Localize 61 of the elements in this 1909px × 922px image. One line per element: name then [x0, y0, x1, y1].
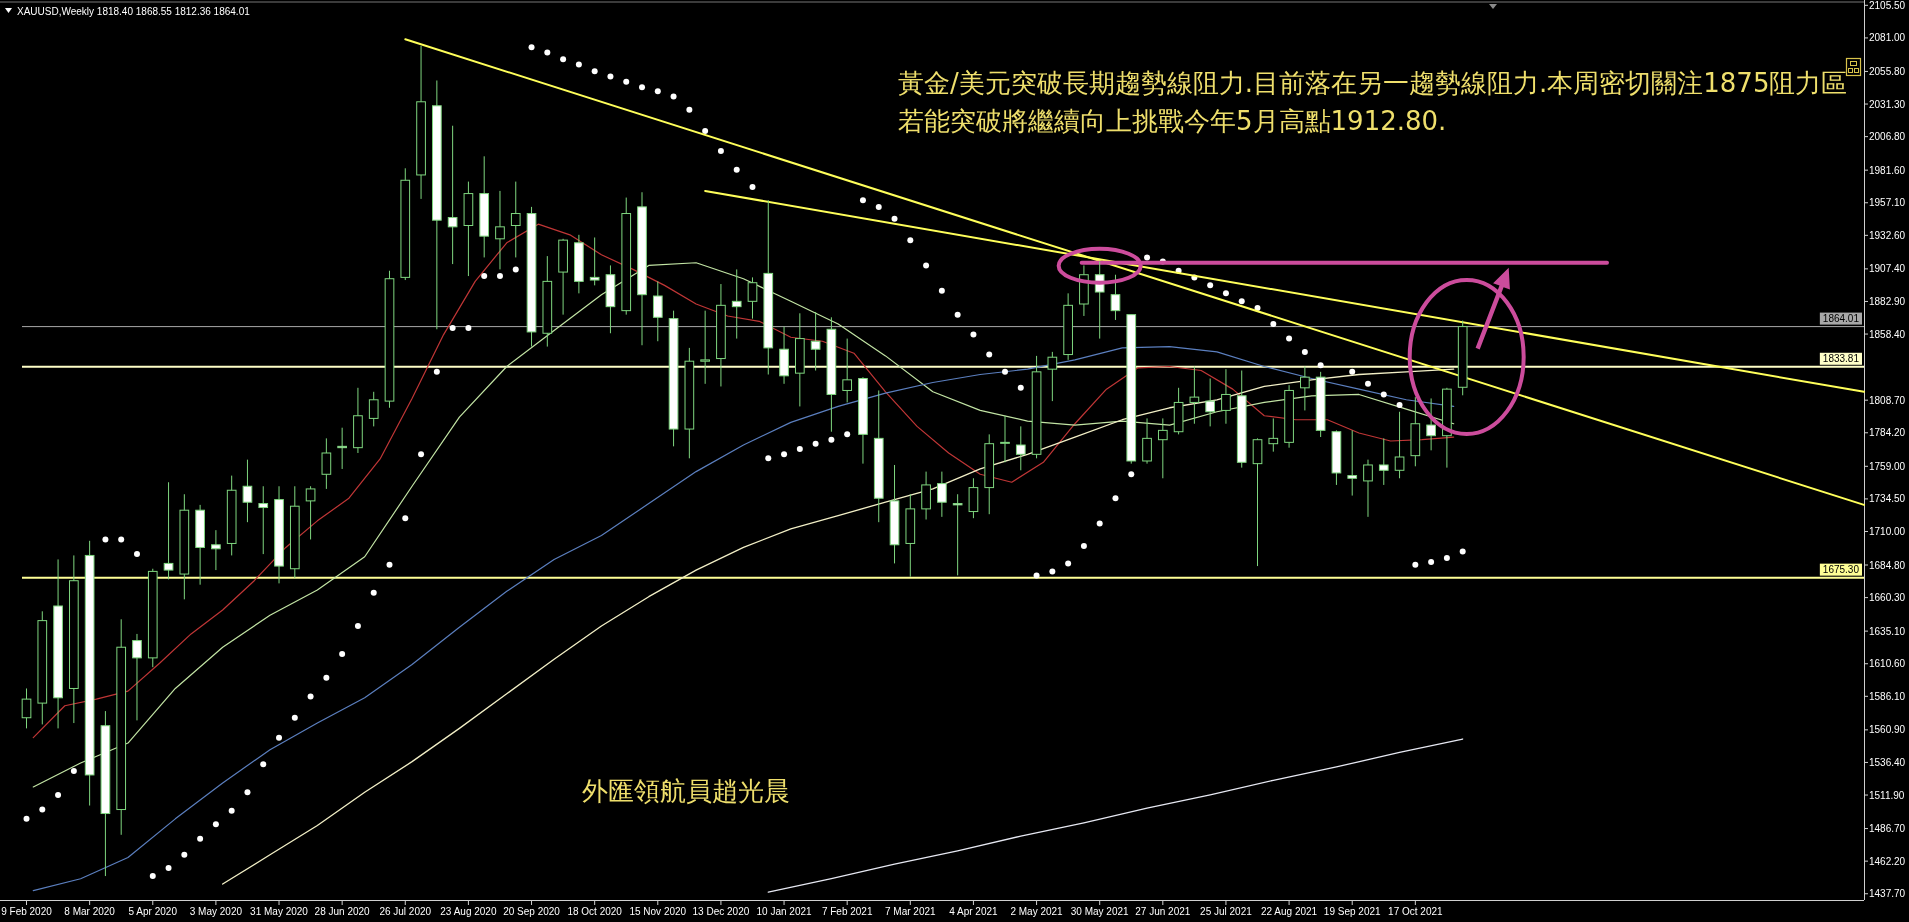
y-tick-label: 1660.30: [1869, 592, 1906, 604]
y-tick-label: 1808.70: [1869, 394, 1906, 406]
ref-line-label: 1675.30: [1822, 564, 1860, 576]
y-tick-label: 1882.90: [1869, 295, 1906, 307]
annotation: 黃金/美元突破長期趨勢線阻力.目前落在另一趨勢線阻力.本周密切關注1875阻力區: [898, 68, 1848, 98]
x-tick-label: 28 Jun 2020: [314, 906, 371, 917]
y-tick-label: 1981.60: [1869, 164, 1906, 176]
x-tick-label: 27 Jun 2021: [1135, 906, 1191, 917]
y-tick-label: 2031.30: [1869, 98, 1906, 110]
x-tick-label: 5 Apr 2020: [128, 906, 178, 917]
y-tick-label: 1560.90: [1869, 724, 1906, 736]
x-tick-label: 3 May 2020: [189, 906, 243, 917]
y-tick-label: 1586.10: [1869, 690, 1906, 702]
x-tick-label: 7 Mar 2021: [885, 906, 937, 917]
x-tick-label: 15 Nov 2020: [629, 906, 687, 917]
x-tick-label: 30 May 2021: [1070, 906, 1130, 917]
y-tick-label: 1957.10: [1869, 197, 1906, 209]
x-tick-label: 4 Apr 2021: [949, 906, 999, 917]
chart-title: XAUUSD,Weekly 1818.40 1868.55 1812.36 1864.01: [17, 6, 251, 17]
y-tick-label: 1635.10: [1869, 625, 1906, 637]
y-tick-label: 1486.70: [1869, 823, 1906, 835]
line-series: [32, 223, 1455, 739]
ref-line-label: 1833.81: [1822, 353, 1860, 365]
x-tick-label: 20 Sep 2020: [503, 906, 561, 917]
x-tick-label: 23 Aug 2020: [440, 906, 497, 917]
x-tick-label: 2 May 2021: [1010, 906, 1064, 917]
x-tick-label: 31 May 2020: [250, 906, 309, 917]
y-tick-label: 1511.90: [1869, 789, 1905, 801]
x-tick-label: 13 Dec 2020: [692, 906, 750, 917]
y-tick-label: 1932.60: [1869, 229, 1906, 241]
y-tick-label: 1437.70: [1869, 888, 1906, 900]
x-tick-label: 19 Sep 2021: [1323, 906, 1382, 917]
x-tick-label: 25 Jul 2021: [1200, 906, 1253, 917]
x-tick-label: 9 Feb 2020: [1, 906, 53, 917]
x-tick-label: 8 Mar 2020: [64, 906, 116, 917]
y-tick-label: 1710.00: [1869, 525, 1906, 537]
y-tick-label: 1784.20: [1869, 427, 1906, 439]
x-tick-label: 10 Jan 2021: [756, 906, 813, 917]
x-tick-label: 26 Jul 2020: [379, 906, 432, 917]
annotation: 外匯領航員趙光晨: [582, 776, 790, 806]
y-tick-label: 2006.80: [1869, 131, 1906, 143]
y-tick-label: 2055.80: [1869, 65, 1906, 77]
y-tick-label: 1684.80: [1869, 559, 1906, 571]
line-series: [32, 345, 1455, 892]
x-tick-label: 17 Oct 2021: [1388, 906, 1444, 917]
line-series: [222, 368, 1455, 885]
annotation: 若能突破將繼續向上挑戰今年5月高點1912.80.: [898, 106, 1447, 136]
y-tick-label: 1610.60: [1869, 658, 1906, 670]
y-tick-label: 1759.00: [1869, 460, 1906, 472]
line-series: [767, 738, 1464, 893]
x-tick-label: 18 Oct 2020: [567, 906, 623, 917]
x-tick-label: 7 Feb 2021: [821, 906, 873, 917]
y-tick-label: 1734.50: [1869, 493, 1906, 505]
y-tick-label: 1536.40: [1869, 756, 1906, 768]
y-tick-label: 1907.40: [1869, 263, 1906, 275]
y-tick-label: 1858.40: [1869, 328, 1906, 340]
y-tick-label: 2081.00: [1869, 32, 1906, 44]
y-tick-label: 2105.50: [1869, 0, 1906, 11]
x-tick-label: 22 Aug 2021: [1260, 906, 1318, 917]
y-tick-label: 1462.20: [1869, 855, 1906, 867]
ref-line-label: 1864.01: [1822, 313, 1860, 325]
